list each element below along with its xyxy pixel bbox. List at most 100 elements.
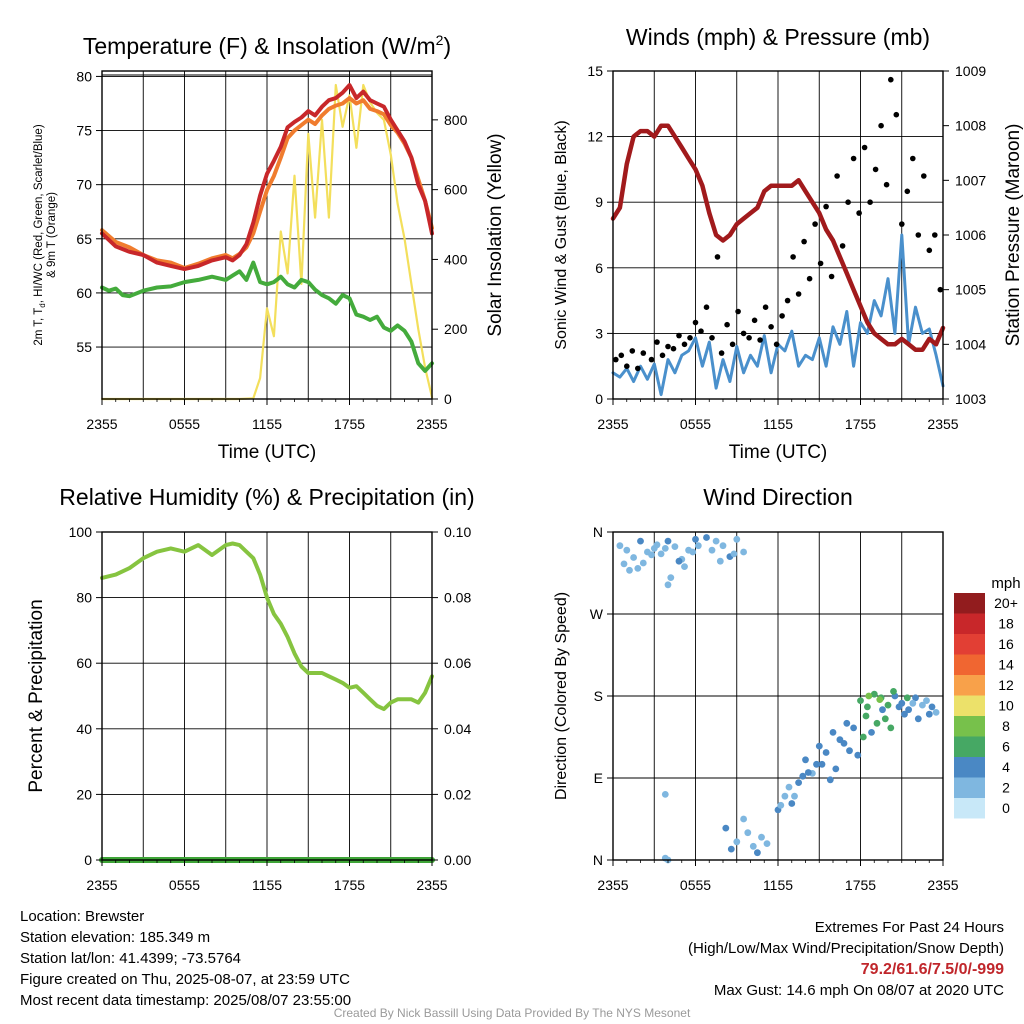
direction-point xyxy=(785,783,793,791)
direction-point xyxy=(630,554,637,561)
direction-point xyxy=(763,840,771,847)
gust-point xyxy=(910,155,916,162)
gust-point xyxy=(718,350,725,356)
x-tick-label: 1755 xyxy=(334,416,365,432)
gust-point xyxy=(878,122,884,129)
extremes-subtitle: (High/Low/Max Wind/Precipitation/Snow De… xyxy=(688,940,1004,957)
rh-title: Relative Humidity (%) & Precipitation (i… xyxy=(59,484,474,510)
direction-point xyxy=(777,801,785,809)
gust-point xyxy=(768,324,774,330)
y-tick-label: 80 xyxy=(76,590,92,606)
y-tick-label: 65 xyxy=(76,231,92,247)
gust-point xyxy=(856,210,862,216)
direction-point xyxy=(657,550,665,558)
station-latlon: Station lat/lon: 41.4399; -73.5764 xyxy=(20,950,242,967)
gust-point xyxy=(845,199,851,205)
legend-label: 14 xyxy=(998,657,1014,673)
temp-grid xyxy=(102,71,432,399)
extremes-values: 79.2/61.6/7.5/0/-999 xyxy=(860,961,1004,978)
y2-tick-label: 1005 xyxy=(955,282,986,298)
rh-ylabel: Percent & Precipitation xyxy=(26,599,47,792)
direction-point xyxy=(719,542,727,550)
direction-point xyxy=(818,760,826,768)
gust-point xyxy=(834,173,840,179)
direction-point xyxy=(689,548,697,556)
direction-point xyxy=(912,694,919,702)
gust-point xyxy=(893,111,900,118)
direction-point xyxy=(857,697,864,704)
y2-tick-label: 0.00 xyxy=(444,852,471,868)
gust-point xyxy=(867,199,873,205)
direction-point xyxy=(832,765,840,773)
direction-point xyxy=(661,791,669,798)
gust-point xyxy=(926,247,933,254)
legend-swatch xyxy=(954,757,985,778)
direction-point xyxy=(802,756,809,764)
x-tick-label: 2355 xyxy=(597,416,628,432)
direction-point xyxy=(815,742,823,750)
direction-point xyxy=(876,696,884,703)
wind-series xyxy=(610,76,946,397)
direction-point xyxy=(799,772,807,780)
direction-point xyxy=(733,838,741,846)
direction-point xyxy=(862,712,870,720)
y-tick-label: 3 xyxy=(595,325,603,341)
gust-point xyxy=(709,335,715,341)
direction-point xyxy=(754,849,761,857)
direction-point xyxy=(804,769,812,776)
direction-point xyxy=(813,760,820,768)
direction-point xyxy=(788,800,796,807)
y-tick-label: 15 xyxy=(587,63,603,79)
x-tick-label: 2355 xyxy=(86,416,117,432)
rh-panel: Relative Humidity (%) & Precipitation (i… xyxy=(26,484,475,893)
y-tick-label: 60 xyxy=(76,655,92,671)
gust-point xyxy=(806,275,813,282)
gust-point xyxy=(904,188,911,195)
gust-point xyxy=(687,335,693,341)
legend-swatch xyxy=(954,777,985,798)
y2-tick-label: 0 xyxy=(444,391,452,407)
temp-panel: Temperature (F) & Insolation (W/m2) 2355… xyxy=(33,32,506,463)
gust-point xyxy=(937,286,944,293)
y-tick-label: 100 xyxy=(69,524,93,540)
gust-point xyxy=(828,273,835,280)
legend-label: 6 xyxy=(1002,739,1010,755)
direction-point xyxy=(733,535,741,543)
dir-ylabel: Direction (Colored By Speed) xyxy=(553,592,570,800)
gust-point xyxy=(714,254,721,260)
direction-point xyxy=(854,751,862,759)
direction-point xyxy=(890,688,897,695)
direction-point xyxy=(712,537,720,545)
y2-tick-label: 200 xyxy=(444,321,468,337)
direction-point xyxy=(791,792,798,800)
direction-point xyxy=(675,557,683,565)
gust-point xyxy=(899,221,905,227)
x-tick-label: 2355 xyxy=(86,877,117,893)
gust-point xyxy=(624,363,630,370)
gust-point xyxy=(740,330,747,337)
x-tick-label: 2355 xyxy=(597,877,628,893)
y-tick-label: E xyxy=(594,770,603,786)
wind-title: Winds (mph) & Pressure (mb) xyxy=(626,24,930,50)
gust-point xyxy=(817,260,824,267)
direction-point xyxy=(692,535,699,543)
legend-swatch xyxy=(954,654,985,675)
y-tick-label: 6 xyxy=(595,260,603,276)
direction-point xyxy=(923,697,930,704)
direction-point xyxy=(865,692,873,700)
gust-point xyxy=(635,365,641,372)
gust-point xyxy=(654,339,660,345)
legend-swatch xyxy=(954,593,985,614)
y-tick-label: 70 xyxy=(76,177,92,193)
gust-point xyxy=(665,343,671,350)
rh-line xyxy=(100,541,434,712)
gust-point xyxy=(839,243,846,249)
gust-point xyxy=(812,221,818,227)
gust-point xyxy=(681,341,688,348)
gust-point xyxy=(921,173,927,179)
legend-swatch xyxy=(954,675,985,696)
direction-point xyxy=(744,829,752,837)
dir-series xyxy=(616,534,940,864)
direction-point xyxy=(781,792,789,800)
gust-point xyxy=(746,335,752,341)
